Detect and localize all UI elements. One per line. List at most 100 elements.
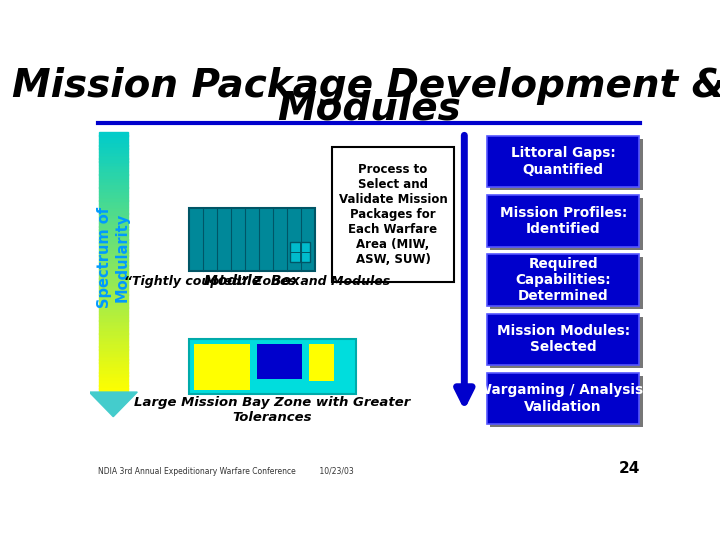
Text: Wargaming / Analysis:
Validation: Wargaming / Analysis: Validation <box>477 383 649 414</box>
Bar <box>99 272 128 275</box>
Bar <box>99 252 128 256</box>
Bar <box>99 148 128 152</box>
Bar <box>487 195 639 247</box>
Text: Modules: Modules <box>277 90 461 127</box>
Bar <box>99 340 128 343</box>
Bar <box>487 254 639 306</box>
Bar <box>194 343 250 390</box>
Bar <box>99 184 128 188</box>
Bar <box>99 191 128 194</box>
Bar <box>99 285 128 288</box>
Bar <box>99 136 128 139</box>
Bar <box>487 373 639 424</box>
Bar <box>99 213 128 217</box>
Bar <box>99 385 128 389</box>
Text: Mission Package Development &: Mission Package Development & <box>12 66 720 105</box>
Bar <box>99 174 128 178</box>
Bar <box>99 353 128 356</box>
Bar <box>189 339 356 394</box>
Bar <box>290 242 310 262</box>
Bar <box>99 323 128 327</box>
Bar <box>99 197 128 201</box>
Bar <box>99 275 128 279</box>
Bar <box>487 136 639 187</box>
Bar <box>99 236 128 240</box>
Bar <box>99 388 128 392</box>
Bar <box>490 316 642 368</box>
Bar <box>99 165 128 168</box>
Bar <box>99 200 128 204</box>
Bar <box>99 194 128 198</box>
Bar <box>99 220 128 224</box>
Bar <box>99 242 128 246</box>
Bar <box>99 298 128 301</box>
Bar <box>487 314 639 365</box>
Bar <box>99 262 128 266</box>
Bar <box>99 181 128 185</box>
Bar <box>99 230 128 233</box>
Bar <box>99 145 128 149</box>
Bar <box>99 320 128 324</box>
Bar <box>258 343 302 379</box>
Text: NDIA 3rd Annual Expeditionary Warfare Conference          10/23/03: NDIA 3rd Annual Expeditionary Warfare Co… <box>98 467 354 476</box>
Bar <box>99 307 128 311</box>
Bar <box>99 359 128 363</box>
Bar <box>99 317 128 321</box>
Bar <box>99 278 128 282</box>
Bar <box>99 223 128 227</box>
Bar <box>490 139 642 190</box>
Bar <box>99 168 128 172</box>
Bar <box>99 288 128 292</box>
Bar <box>99 265 128 269</box>
Bar <box>99 304 128 308</box>
Bar <box>99 301 128 305</box>
Polygon shape <box>89 392 138 417</box>
Bar <box>310 343 334 381</box>
Bar <box>99 142 128 146</box>
Bar <box>99 314 128 318</box>
Bar <box>99 333 128 337</box>
Bar <box>99 171 128 175</box>
Text: Mission Profiles:
Identified: Mission Profiles: Identified <box>500 206 627 236</box>
Bar <box>99 158 128 162</box>
Bar <box>490 198 642 249</box>
Bar <box>99 210 128 214</box>
Bar <box>99 366 128 369</box>
Bar <box>99 330 128 334</box>
Bar <box>99 246 128 249</box>
Bar <box>99 343 128 347</box>
Bar <box>99 346 128 350</box>
Bar <box>99 207 128 211</box>
Bar <box>99 226 128 230</box>
Bar <box>99 336 128 340</box>
Bar <box>99 152 128 156</box>
Text: 24: 24 <box>619 461 640 476</box>
Bar <box>99 249 128 253</box>
Bar <box>99 178 128 181</box>
Bar <box>189 208 315 271</box>
Bar <box>99 204 128 207</box>
Bar <box>99 255 128 259</box>
Bar <box>99 132 128 136</box>
Bar <box>99 375 128 379</box>
Bar <box>99 291 128 295</box>
Bar <box>490 376 642 428</box>
Bar <box>99 379 128 382</box>
Text: Littoral Gaps:
Quantified: Littoral Gaps: Quantified <box>510 146 616 177</box>
Bar <box>99 294 128 298</box>
Bar <box>99 259 128 262</box>
Bar <box>99 382 128 386</box>
Text: Required
Capabilities:
Determined: Required Capabilities: Determined <box>516 257 611 303</box>
Bar <box>99 362 128 366</box>
Bar <box>99 327 128 330</box>
Bar <box>99 310 128 314</box>
Bar <box>99 161 128 165</box>
Bar <box>99 356 128 360</box>
Bar <box>99 155 128 159</box>
Text: Large Mission Bay Zone with Greater
Tolerances: Large Mission Bay Zone with Greater Tole… <box>135 396 410 424</box>
Bar <box>99 349 128 353</box>
Bar <box>332 147 454 282</box>
Bar <box>99 217 128 220</box>
Text: Process to
Select and
Validate Mission
Packages for
Each Warfare
Area (MIW,
ASW,: Process to Select and Validate Mission P… <box>338 163 447 266</box>
Bar <box>99 372 128 376</box>
